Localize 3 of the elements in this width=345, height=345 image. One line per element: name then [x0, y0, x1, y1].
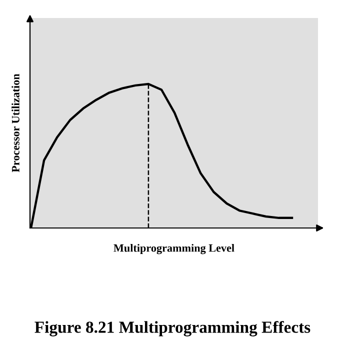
text: Figure 8.21 Multiprogramming Effects — [34, 320, 310, 336]
y-axis-title: Processor Utilization — [12, 74, 20, 172]
x-axis-title: Multiprogramming Level — [114, 244, 234, 254]
